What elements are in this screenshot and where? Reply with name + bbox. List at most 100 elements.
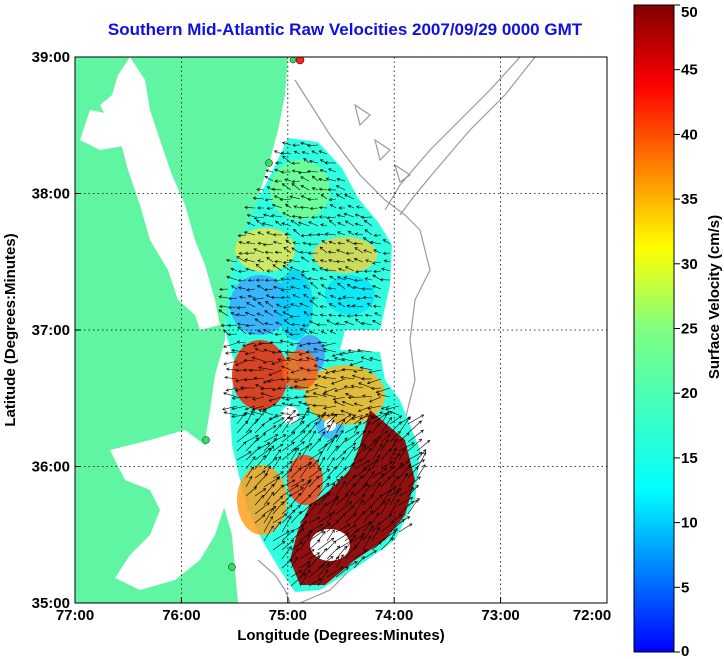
sound-lobe bbox=[80, 110, 140, 150]
velocity-arrow bbox=[362, 535, 372, 551]
velocity-arrow bbox=[281, 479, 296, 488]
velocity-arrow bbox=[247, 278, 256, 283]
velocity-arrow bbox=[290, 285, 301, 290]
velocity-arrow bbox=[319, 267, 328, 272]
velocity-arrow bbox=[272, 484, 284, 497]
velocity-arrow bbox=[298, 358, 310, 362]
velocity-arrow bbox=[344, 446, 356, 461]
velocity-arrow bbox=[317, 443, 328, 461]
colorbar-tick-label: 25 bbox=[681, 321, 698, 338]
velocity-arrow bbox=[254, 514, 266, 524]
velocity-arrow bbox=[343, 385, 355, 389]
velocity-arrow bbox=[317, 492, 331, 506]
velocity-arrow bbox=[299, 530, 313, 542]
velocity-arrow bbox=[389, 476, 399, 488]
velocity-arrow bbox=[338, 206, 346, 210]
velocity-arrow bbox=[342, 295, 355, 299]
velocity-arrow bbox=[263, 515, 273, 533]
velocity-arrow bbox=[317, 513, 332, 524]
velocity-arrow bbox=[299, 429, 312, 443]
velocity-arrow bbox=[300, 185, 310, 191]
velocity-arrow bbox=[236, 420, 249, 434]
velocity-arrow bbox=[271, 187, 283, 192]
velocity-arrow bbox=[302, 241, 310, 245]
velocity-arrow bbox=[238, 251, 247, 256]
velocity-arrow bbox=[380, 448, 392, 461]
velocity-arrow bbox=[243, 378, 256, 382]
velocity-arrow bbox=[223, 342, 238, 348]
velocity-arrow bbox=[335, 437, 348, 452]
velocity-arrow bbox=[354, 247, 364, 254]
velocity-arrow bbox=[312, 403, 328, 408]
velocity-arrow bbox=[346, 304, 355, 308]
velocity-arrow bbox=[244, 405, 256, 411]
mid-speed-patch bbox=[305, 365, 385, 425]
velocity-arrow bbox=[340, 375, 355, 380]
velocity-arrow bbox=[260, 392, 274, 398]
velocity-arrow bbox=[319, 246, 328, 254]
velocity-arrow bbox=[308, 468, 322, 479]
velocity-arrow bbox=[326, 434, 337, 452]
velocity-arrow bbox=[362, 237, 373, 245]
velocity-arrow bbox=[353, 278, 364, 283]
velocity-arrow bbox=[319, 313, 328, 317]
velocity-arrow bbox=[272, 513, 288, 524]
velocity-arrow bbox=[335, 456, 345, 470]
velocity-arrow bbox=[370, 386, 382, 391]
velocity-arrow bbox=[317, 292, 328, 299]
velocity-arrow bbox=[290, 441, 305, 452]
velocity-arrow bbox=[277, 349, 292, 354]
velocity-arrow bbox=[325, 358, 337, 363]
velocity-arrow bbox=[341, 367, 355, 372]
velocity-arrow bbox=[298, 342, 310, 347]
velocity-arrow bbox=[300, 269, 310, 274]
velocity-arrow bbox=[353, 549, 368, 560]
velocity-arrow bbox=[380, 486, 397, 497]
velocity-arrow bbox=[253, 216, 265, 220]
velocity-arrow bbox=[353, 494, 366, 506]
velocity-arrow bbox=[257, 301, 265, 308]
lat-tick-label: 35:00 bbox=[32, 595, 70, 612]
velocity-arrow bbox=[237, 233, 247, 238]
velocity-arrow bbox=[272, 264, 283, 272]
velocity-arrow bbox=[382, 251, 391, 255]
velocity-arrow bbox=[291, 183, 301, 191]
lat-tick-label: 36:00 bbox=[32, 459, 70, 476]
velocity-arrow bbox=[364, 229, 373, 236]
velocity-arrow bbox=[346, 283, 355, 290]
velocity-arrow bbox=[254, 318, 265, 326]
velocity-arrow bbox=[246, 213, 256, 218]
velocity-arrow bbox=[263, 434, 279, 443]
velocity-arrow bbox=[254, 470, 266, 479]
velocity-arrow bbox=[273, 195, 283, 200]
velocity-arrow bbox=[288, 258, 301, 263]
velocity-arrow bbox=[281, 468, 293, 479]
velocity-arrow bbox=[255, 278, 265, 282]
velocity-arrow bbox=[245, 437, 260, 452]
velocity-arrow bbox=[247, 294, 256, 299]
velocity-arrow bbox=[280, 295, 292, 300]
velocity-arrow bbox=[245, 323, 256, 328]
velocity-arrow bbox=[389, 415, 403, 425]
velocity-arrow bbox=[353, 444, 367, 461]
velocity-arrow bbox=[274, 168, 283, 173]
velocity-arrow bbox=[344, 524, 357, 533]
velocity-arrow bbox=[383, 259, 391, 263]
velocity-arrow bbox=[362, 394, 373, 398]
velocity-arrow bbox=[263, 506, 277, 515]
velocity-arrow bbox=[263, 525, 274, 542]
velocity-arrow bbox=[335, 532, 350, 542]
velocity-arrow bbox=[351, 304, 364, 308]
velocity-arrow bbox=[326, 413, 338, 425]
velocity-arrow bbox=[290, 556, 298, 569]
velocity-arrow bbox=[380, 461, 393, 470]
colorbar-tick-label: 40 bbox=[681, 126, 698, 143]
velocity-arrow bbox=[308, 516, 321, 524]
velocity-arrow bbox=[317, 476, 331, 488]
velocity-arrow bbox=[244, 205, 256, 210]
velocity-arrow bbox=[289, 266, 301, 272]
velocity-arrow bbox=[407, 466, 419, 479]
velocity-arrow bbox=[313, 364, 328, 371]
velocity-arrow bbox=[244, 395, 256, 399]
